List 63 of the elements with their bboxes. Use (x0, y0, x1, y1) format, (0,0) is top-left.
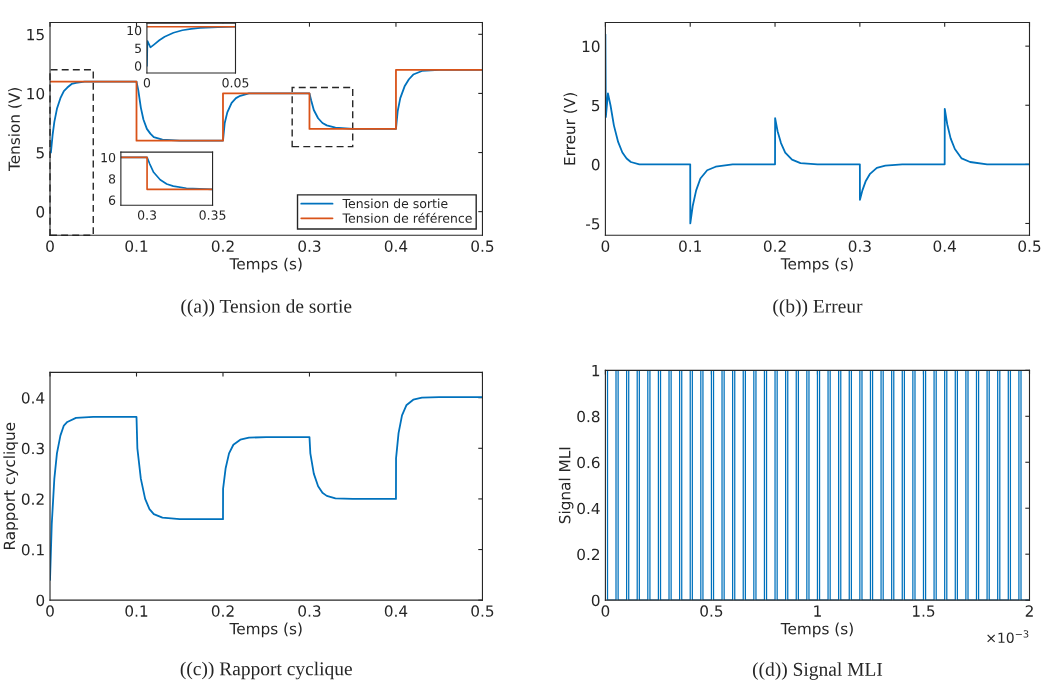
y-tick-label: 8 (108, 174, 116, 184)
legend-label: Tension de sortie (342, 198, 448, 209)
y-tick-label: 5 (36, 147, 44, 159)
x-tick-label: 0.3 (298, 240, 321, 252)
x-tick-label: 0.5 (471, 605, 494, 617)
y-tick-label: 1 (592, 364, 600, 377)
y-tick-label: 15 (27, 28, 44, 41)
line-series (120, 156, 213, 191)
x-tick-label: 2 (1025, 605, 1033, 617)
y-tick-label: 0 (591, 158, 600, 171)
y-tick-label: 0 (591, 594, 600, 607)
legend-label: Tension de référence (342, 212, 472, 223)
text: ((b)) Erreur (773, 299, 863, 317)
y-tick-label: 10 (27, 87, 45, 100)
x-tick-label: 0.5 (700, 605, 723, 617)
text: ((a)) Tension de sortie (181, 299, 352, 317)
y-tick-label: 0.2 (21, 493, 44, 505)
x-tick-label: 1.5 (913, 605, 935, 617)
x-tick-label: 0.3 (848, 240, 871, 252)
y-tick-label: 10 (127, 25, 142, 36)
text: ((c)) Rapport cyclique (180, 661, 352, 680)
x-tick-label: 0.3 (298, 605, 321, 617)
y-tick-label: 0 (134, 61, 142, 71)
x-axis-title: Temps (s) (229, 257, 302, 273)
x-tick-label: 0 (46, 240, 54, 252)
y-axis-title: Erreur (V) (563, 93, 578, 165)
x-tick-label: 0.5 (471, 240, 494, 252)
text: ×10$^{−3}$ (987, 630, 1029, 643)
y-axis-title: Rapport cyclique (3, 422, 19, 550)
x-tick-label: 0.4 (933, 240, 956, 252)
x-axis-title: Temps (s) (780, 622, 853, 638)
x-tick-label: 1 (814, 605, 821, 617)
y-axis-title: Signal MLI (558, 447, 574, 524)
y-tick-label: 5 (135, 43, 141, 54)
y-tick-label: -5 (586, 218, 600, 230)
x-tick-label: 0 (46, 605, 54, 617)
y-tick-label: 0.2 (577, 548, 600, 561)
y-tick-label: 0.3 (21, 442, 44, 455)
x-tick-label: 0.05 (222, 78, 249, 88)
x-tick-label: 0.35 (199, 210, 226, 220)
x-tick-label: 0.5 (1018, 240, 1041, 252)
y-tick-label: 0 (36, 594, 45, 607)
x-tick-label: 0.4 (384, 240, 408, 252)
y-tick-label: 0.4 (577, 502, 600, 515)
x-tick-label: 0.2 (211, 240, 234, 252)
y-tick-label: 6 (108, 195, 116, 205)
x-tick-label: 0.1 (679, 240, 701, 252)
x-tick-label: 0 (601, 240, 610, 252)
y-tick-label: 5 (592, 99, 600, 112)
x-tick-label: 0.4 (384, 605, 408, 617)
text: ((d)) Signal MLI (752, 662, 883, 680)
y-tick-label: 0.1 (21, 544, 44, 556)
x-tick-label: 0.2 (211, 605, 234, 617)
y-tick-label: 10 (101, 152, 116, 163)
y-tick-label: 10 (582, 40, 600, 53)
x-axis-title: Temps (s) (780, 257, 853, 273)
y-tick-label: 0.8 (577, 410, 600, 423)
y-tick-label: 0.6 (577, 456, 600, 469)
x-axis-title: Temps (s) (229, 622, 302, 638)
x-tick-label: 0.2 (763, 240, 786, 252)
x-tick-label: 0 (601, 605, 610, 617)
y-axis-title: Tension (V) (8, 88, 22, 172)
y-tick-label: 0.4 (21, 392, 45, 404)
